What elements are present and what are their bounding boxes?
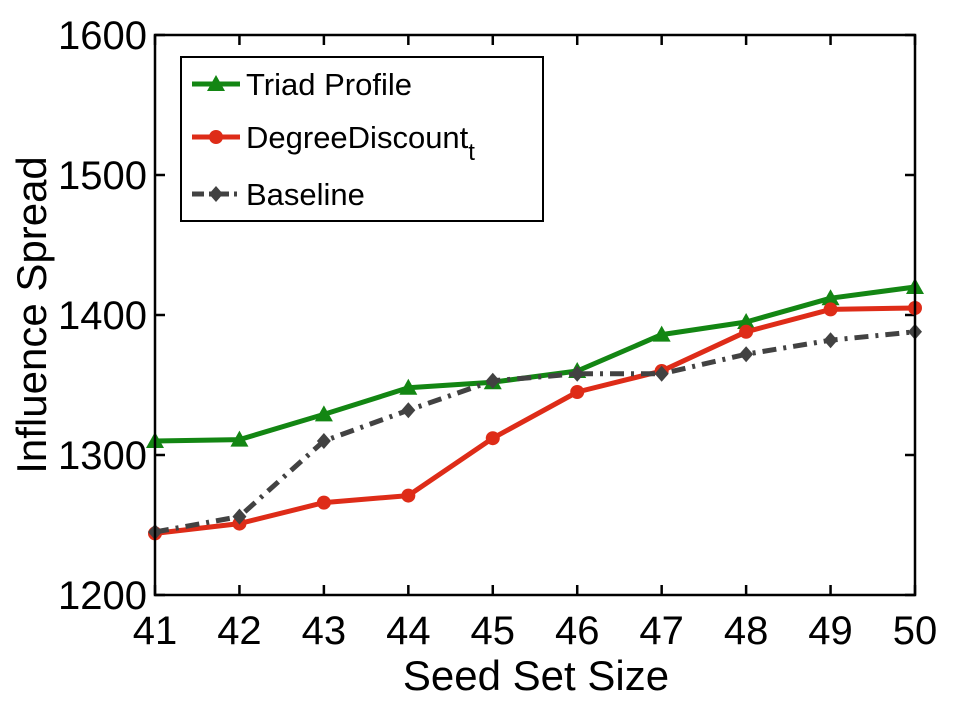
- legend-label-text: DegreeDiscount: [246, 120, 469, 155]
- legend-box: [180, 56, 544, 222]
- data-point: [652, 325, 671, 342]
- legend-item: Baseline: [192, 177, 365, 212]
- data-point: [570, 385, 585, 399]
- y-tick-label: 1200: [58, 574, 147, 618]
- data-point: [823, 302, 838, 317]
- x-tick-label: 42: [217, 609, 262, 653]
- y-axis-ticks: 1200 1300 1400 1500 1600: [58, 14, 915, 618]
- series-1: [148, 301, 922, 541]
- data-point: [485, 372, 500, 389]
- data-point: [739, 346, 754, 363]
- x-tick-label: 44: [386, 609, 431, 653]
- x-tick-label: 43: [302, 609, 347, 653]
- data-point: [399, 378, 418, 395]
- legend-item: DegreeDiscountt: [192, 120, 475, 166]
- y-axis-title: Influence Spread: [8, 156, 55, 474]
- series-line: [154, 284, 916, 444]
- legend-marker: [209, 186, 223, 202]
- data-point: [823, 332, 838, 349]
- data-point: [316, 433, 331, 449]
- x-axis-ticks: 41 42 43 44 45 46 47 48 49 50: [133, 35, 938, 653]
- legend-marker: [207, 75, 225, 91]
- data-point: [316, 495, 331, 510]
- data-point: [401, 402, 416, 419]
- legend-marker: [209, 130, 223, 144]
- legend-label: Triad Profile: [246, 67, 412, 102]
- y-tick-label: 1300: [58, 434, 147, 478]
- x-tick-label: 50: [893, 609, 938, 653]
- data-point: [737, 313, 756, 329]
- data-point: [654, 365, 669, 382]
- series-layer: [146, 278, 924, 541]
- x-tick-label: 45: [471, 609, 516, 653]
- data-point: [821, 289, 840, 306]
- x-tick-label: 48: [724, 609, 769, 653]
- legend-label: Baseline: [246, 177, 365, 212]
- series-0: [146, 278, 924, 448]
- y-tick-label: 1500: [58, 154, 147, 198]
- data-point: [739, 324, 754, 339]
- data-point: [314, 405, 333, 422]
- x-axis-title: Seed Set Size: [403, 652, 669, 699]
- legend-label: DegreeDiscountt: [246, 120, 475, 166]
- y-tick-label: 1600: [58, 14, 147, 58]
- data-point: [230, 430, 249, 447]
- legend-label-text: Triad Profile: [246, 67, 412, 102]
- data-point: [570, 365, 585, 382]
- legend-label-text: Baseline: [246, 177, 365, 212]
- x-tick-label: 46: [555, 609, 600, 653]
- y-tick-label: 1400: [58, 294, 147, 338]
- data-point: [485, 431, 500, 446]
- plot-frame: [153, 33, 917, 597]
- data-point: [401, 488, 416, 503]
- x-tick-label: 41: [133, 609, 178, 653]
- series-2: [148, 323, 922, 540]
- x-tick-label: 49: [808, 609, 853, 653]
- legend-item: Triad Profile: [192, 67, 412, 102]
- series-line: [154, 305, 916, 536]
- legend: Triad Profile DegreeDiscountt Baseline: [180, 56, 544, 222]
- data-point: [232, 508, 247, 525]
- legend-label-subscript: t: [468, 139, 475, 166]
- x-tick-label: 47: [639, 609, 684, 653]
